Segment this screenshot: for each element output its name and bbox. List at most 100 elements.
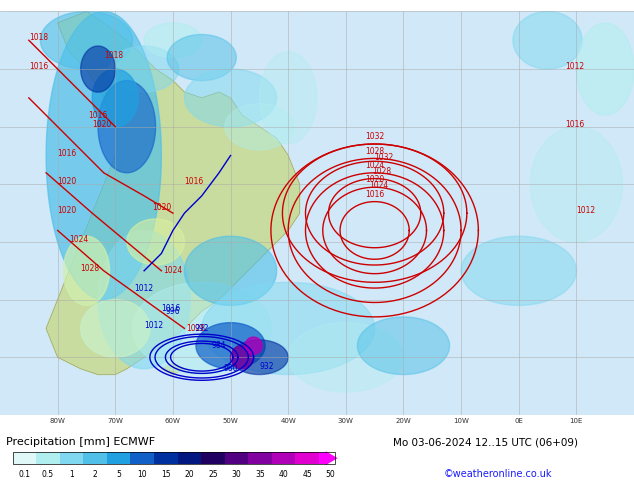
Polygon shape (184, 69, 276, 127)
Text: 1020: 1020 (58, 206, 77, 215)
Polygon shape (513, 11, 582, 69)
Text: 35: 35 (255, 470, 265, 479)
Text: 10W: 10W (453, 418, 469, 424)
Polygon shape (225, 104, 294, 150)
Text: 1018: 1018 (29, 33, 48, 42)
Text: 1016: 1016 (162, 304, 181, 313)
Text: 10E: 10E (570, 418, 583, 424)
Text: 30: 30 (231, 470, 242, 479)
Polygon shape (81, 299, 150, 357)
Text: 0.5: 0.5 (42, 470, 54, 479)
Text: 10: 10 (138, 470, 147, 479)
Text: 2: 2 (93, 470, 98, 479)
Text: 50W: 50W (223, 418, 238, 424)
Text: 1012: 1012 (144, 321, 163, 330)
Text: 1028: 1028 (365, 147, 384, 155)
Text: 1024: 1024 (164, 266, 183, 275)
Polygon shape (92, 69, 138, 127)
Polygon shape (167, 34, 236, 80)
Text: 70W: 70W (107, 418, 123, 424)
Polygon shape (98, 230, 190, 369)
Text: 25: 25 (208, 470, 217, 479)
Text: 50: 50 (326, 470, 335, 479)
Text: 980: 980 (223, 364, 238, 373)
Polygon shape (245, 337, 262, 354)
Bar (13, 452, 335, 464)
FancyBboxPatch shape (295, 452, 319, 464)
FancyBboxPatch shape (178, 452, 201, 464)
Text: 1012: 1012 (565, 62, 584, 71)
Polygon shape (133, 282, 271, 374)
Polygon shape (98, 80, 155, 173)
Text: 60W: 60W (165, 418, 181, 424)
FancyBboxPatch shape (107, 452, 131, 464)
Text: 45: 45 (302, 470, 312, 479)
Polygon shape (202, 282, 375, 374)
Text: 80W: 80W (49, 418, 65, 424)
Polygon shape (288, 322, 403, 392)
Text: 0E: 0E (514, 418, 523, 424)
Text: 5: 5 (116, 470, 121, 479)
Polygon shape (162, 363, 184, 374)
Text: 1016: 1016 (58, 148, 77, 157)
Polygon shape (46, 11, 162, 299)
Polygon shape (461, 236, 576, 305)
Text: 1016: 1016 (88, 111, 108, 120)
FancyBboxPatch shape (13, 452, 36, 464)
Text: 0.1: 0.1 (18, 470, 30, 479)
FancyBboxPatch shape (131, 452, 154, 464)
Text: 1020: 1020 (152, 203, 171, 212)
Text: 1032: 1032 (365, 132, 384, 141)
Text: 1016: 1016 (365, 190, 384, 199)
Text: 1016: 1016 (29, 62, 48, 71)
Text: 1012: 1012 (134, 284, 153, 293)
Text: 20: 20 (184, 470, 194, 479)
FancyBboxPatch shape (224, 452, 248, 464)
Polygon shape (231, 346, 254, 369)
Polygon shape (358, 317, 450, 374)
Text: 1016: 1016 (565, 120, 584, 129)
Text: 1028: 1028 (372, 167, 391, 176)
Text: 40: 40 (278, 470, 288, 479)
FancyBboxPatch shape (272, 452, 295, 464)
Text: 1020: 1020 (365, 175, 384, 184)
FancyBboxPatch shape (154, 452, 178, 464)
Polygon shape (127, 219, 184, 265)
FancyBboxPatch shape (60, 452, 83, 464)
Text: 1032: 1032 (374, 153, 394, 162)
Polygon shape (259, 52, 317, 144)
Polygon shape (196, 322, 265, 369)
Text: 1020: 1020 (58, 177, 77, 186)
Text: 1016: 1016 (184, 177, 204, 186)
Text: ©weatheronline.co.uk: ©weatheronline.co.uk (444, 469, 552, 479)
Text: 20W: 20W (396, 418, 411, 424)
Polygon shape (63, 236, 110, 305)
Text: 1012: 1012 (576, 206, 595, 215)
FancyBboxPatch shape (36, 452, 60, 464)
Polygon shape (144, 23, 202, 57)
Text: 932: 932 (259, 362, 274, 371)
Text: 1020: 1020 (92, 120, 112, 129)
Text: 15: 15 (161, 470, 171, 479)
FancyBboxPatch shape (248, 452, 272, 464)
Text: 1018: 1018 (104, 50, 123, 59)
Text: Mo 03-06-2024 12..15 UTC (06+09): Mo 03-06-2024 12..15 UTC (06+09) (393, 437, 578, 447)
Polygon shape (81, 46, 115, 92)
Text: 984: 984 (212, 341, 226, 350)
Polygon shape (576, 23, 634, 115)
Text: 1024: 1024 (370, 181, 389, 190)
Polygon shape (184, 236, 276, 305)
Text: 1028: 1028 (186, 324, 205, 333)
Polygon shape (46, 11, 300, 374)
Polygon shape (231, 340, 288, 374)
Text: Precipitation [mm] ECMWF: Precipitation [mm] ECMWF (6, 437, 155, 447)
Text: 992: 992 (195, 324, 209, 333)
FancyBboxPatch shape (83, 452, 107, 464)
Polygon shape (41, 11, 133, 69)
Text: 996: 996 (165, 307, 180, 316)
Text: 1024: 1024 (365, 161, 384, 170)
Polygon shape (110, 46, 179, 92)
Text: 1: 1 (69, 470, 74, 479)
Text: 1028: 1028 (81, 264, 100, 273)
FancyBboxPatch shape (201, 452, 224, 464)
